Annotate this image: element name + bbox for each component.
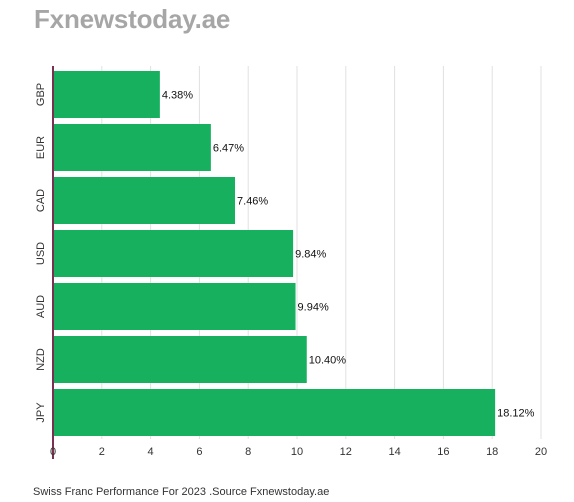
data-label: 7.46% (237, 196, 268, 208)
x-tick-label: 4 (148, 446, 154, 458)
data-label: 9.94% (298, 302, 329, 314)
brand-title: Fxnewstoday.ae (34, 4, 231, 34)
bar-usd (53, 230, 294, 277)
y-category-label: JPY (35, 402, 47, 423)
x-tick-label: 16 (437, 446, 449, 458)
x-tick-label: 14 (388, 446, 400, 458)
x-tick-label: 18 (486, 446, 498, 458)
data-label: 10.40% (309, 355, 347, 367)
data-label: 18.12% (497, 408, 535, 420)
data-label: 6.47% (213, 143, 244, 155)
x-tick-label: 10 (291, 446, 303, 458)
x-tick-label: 12 (340, 446, 352, 458)
x-tick-label: 8 (245, 446, 251, 458)
bar-eur (53, 124, 211, 171)
bar-nzd (53, 336, 307, 383)
bar-gbp (53, 71, 160, 118)
data-label: 4.38% (162, 90, 193, 102)
bar-jpy (53, 389, 496, 436)
x-tick-label: 20 (535, 446, 547, 458)
x-tick-label: 0 (50, 446, 56, 458)
y-category-label: USD (35, 242, 47, 265)
y-category-label: GBP (35, 83, 47, 106)
x-tick-label: 2 (99, 446, 105, 458)
chart-caption: Swiss Franc Performance For 2023 .Source… (33, 486, 330, 498)
y-category-label: NZD (35, 348, 47, 371)
y-category-label: EUR (35, 136, 47, 159)
y-category-label: AUD (35, 295, 47, 318)
data-label: 9.84% (295, 249, 326, 261)
bars (53, 71, 496, 436)
bar-aud (53, 283, 296, 330)
x-tick-label: 6 (196, 446, 202, 458)
labels: 0 2 4 6 8 10 12 14 16 18 20 GBP 4.38% EUR 6.47% CAD 7.46… (35, 83, 547, 458)
y-category-label: CAD (35, 189, 47, 212)
bar-cad (53, 177, 236, 224)
